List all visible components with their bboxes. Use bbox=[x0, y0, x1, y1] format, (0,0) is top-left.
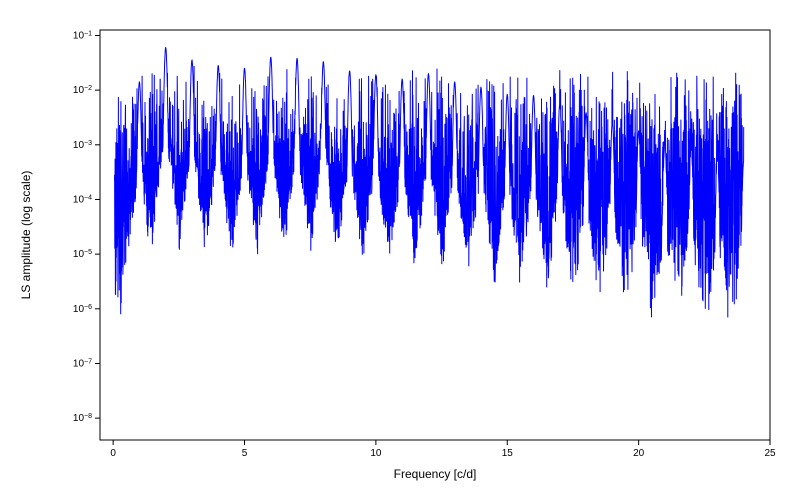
y-tick-label: 10−2 bbox=[73, 85, 92, 97]
x-tick-label: 25 bbox=[764, 448, 776, 459]
periodogram-line bbox=[115, 48, 744, 318]
x-tick-label: 15 bbox=[502, 448, 514, 459]
y-tick-label: 10−8 bbox=[73, 413, 92, 425]
y-tick-label: 10−1 bbox=[73, 30, 92, 42]
x-tick-label: 20 bbox=[633, 448, 645, 459]
x-tick-label: 5 bbox=[242, 448, 248, 459]
x-axis-label: Frequency [c/d] bbox=[394, 467, 477, 481]
y-tick-label: 10−7 bbox=[73, 358, 92, 370]
y-tick-label: 10−6 bbox=[73, 303, 92, 315]
y-axis-label: LS amplitude (log scale) bbox=[19, 171, 33, 300]
periodogram-chart: 0 5 10 15 20 25 10−8 10−7 10−6 10−5 10−4 10−3 10−2 10… bbox=[0, 0, 800, 500]
x-tick-label: 10 bbox=[370, 448, 382, 459]
x-tick-label: 0 bbox=[110, 448, 116, 459]
y-tick-label: 10−4 bbox=[73, 194, 92, 206]
y-tick-label: 10−5 bbox=[73, 249, 92, 261]
chart-container: 0 5 10 15 20 25 10−8 10−7 10−6 10−5 10−4 10−3 10−2 10… bbox=[0, 0, 800, 500]
y-tick-label: 10−3 bbox=[73, 139, 92, 151]
